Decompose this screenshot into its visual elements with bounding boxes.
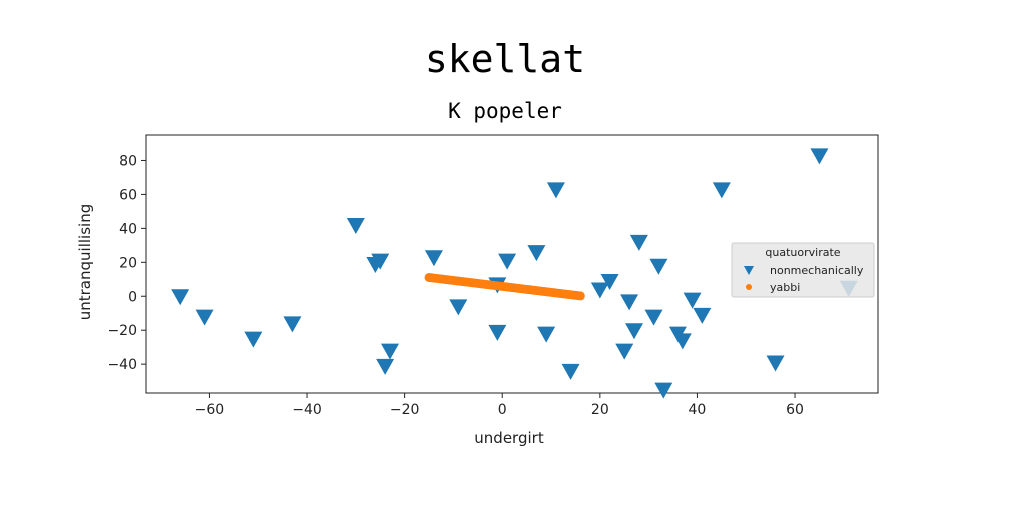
data-point-nonmechanically [381, 343, 399, 360]
data-point-nonmechanically [810, 148, 829, 165]
data-point-nonmechanically [546, 182, 565, 199]
x-tick-label: 20 [591, 402, 609, 418]
data-point-nonmechanically [673, 333, 692, 350]
y-axis-ticks: −40 −20 0 20 40 60 80 [107, 153, 146, 373]
legend-label-yabbi: yabbi [770, 281, 800, 294]
legend-marker-yabbi [746, 284, 752, 290]
data-point-nonmechanically [766, 355, 785, 372]
legend-marker-nonmechanically [744, 266, 754, 275]
y-axis-label: untranquillising [76, 204, 94, 320]
data-point-nonmechanically [615, 343, 634, 360]
data-point-nonmechanically [683, 292, 702, 309]
data-point-nonmechanically [195, 309, 214, 326]
data-point-nonmechanically [537, 326, 556, 343]
data-point-nonmechanically [620, 294, 639, 311]
data-point-nonmechanically [654, 382, 673, 399]
data-point-nonmechanically [376, 358, 395, 375]
data-point-nonmechanically [527, 245, 546, 262]
legend-title: quatuorvirate [765, 246, 840, 259]
data-point-nonmechanically [561, 363, 580, 380]
x-tick-label: 40 [689, 402, 707, 418]
data-point-nonmechanically [649, 258, 668, 275]
y-tick-label: 60 [119, 187, 137, 203]
y-tick-label: 20 [119, 255, 137, 271]
y-tick-label: 40 [119, 221, 137, 237]
data-point-nonmechanically [488, 324, 507, 341]
data-point-nonmechanically [449, 299, 468, 316]
data-point-nonmechanically [171, 289, 190, 306]
data-point-nonmechanically [712, 182, 731, 199]
x-tick-label: 60 [786, 402, 804, 418]
legend: quatuorvirate nonmechanically yabbi [731, 242, 875, 298]
data-point-nonmechanically [498, 253, 517, 270]
x-tick-label: −20 [390, 402, 420, 418]
series-layer [171, 148, 858, 399]
data-point-nonmechanically [590, 282, 609, 299]
plot-area-frame [145, 134, 879, 394]
data-point-nonmechanically [625, 323, 643, 340]
x-tick-label: 0 [498, 402, 507, 418]
data-point-nonmechanically [346, 217, 365, 234]
data-point-yabbi [575, 291, 585, 301]
x-tick-label: −40 [292, 402, 322, 418]
legend-label-nonmechanically: nonmechanically [770, 264, 864, 277]
data-point-nonmechanically [371, 253, 390, 270]
data-point-nonmechanically [644, 309, 663, 326]
data-point-nonmechanically [693, 307, 712, 324]
data-point-nonmechanically [283, 316, 302, 333]
chart-subtitle: K popeler [448, 99, 562, 123]
chart-title: skellat [425, 37, 585, 81]
x-tick-label: −60 [195, 402, 225, 418]
y-tick-label: −40 [107, 357, 137, 373]
y-tick-label: 0 [128, 289, 137, 305]
data-point-nonmechanically [600, 273, 619, 290]
x-axis-label: undergirt [474, 429, 544, 447]
data-point-nonmechanically [629, 234, 648, 251]
data-point-nonmechanically [244, 331, 263, 348]
x-axis-ticks: −60 −40 −20 0 20 40 60 [195, 393, 804, 418]
y-tick-label: 80 [119, 153, 137, 169]
data-point-nonmechanically [424, 250, 443, 267]
legend-box [731, 242, 875, 298]
y-tick-label: −20 [107, 323, 137, 339]
